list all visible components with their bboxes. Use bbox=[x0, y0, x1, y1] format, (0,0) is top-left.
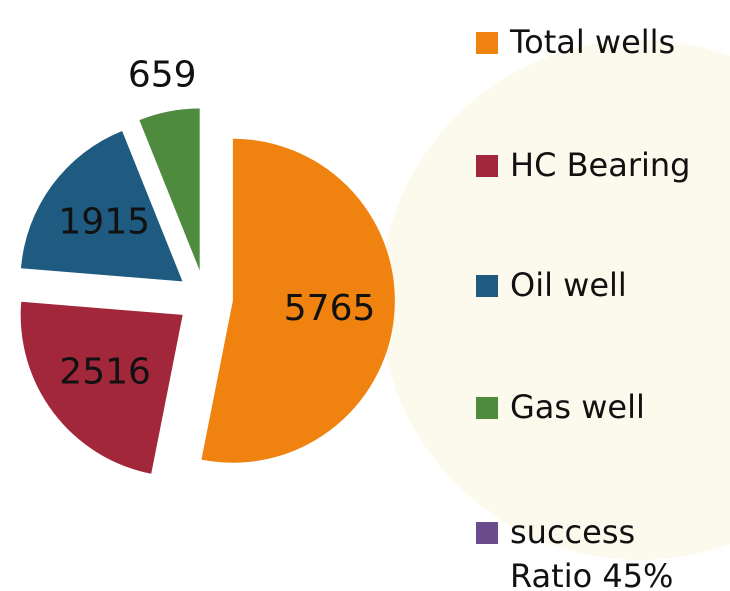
legend-label: Total wells bbox=[510, 23, 676, 61]
pie-slice bbox=[201, 138, 395, 463]
legend-label: success Ratio 45% bbox=[510, 513, 674, 591]
data-label: 1915 bbox=[58, 202, 150, 243]
legend-item: HC Bearing bbox=[476, 143, 726, 187]
background-watermark bbox=[380, 40, 730, 560]
pie-slice bbox=[139, 108, 200, 271]
legend-swatch bbox=[476, 32, 498, 54]
legend-swatch bbox=[476, 155, 498, 177]
pie-slice bbox=[20, 131, 183, 282]
legend-item: Total wells bbox=[476, 20, 726, 64]
legend-label: HC Bearing bbox=[510, 146, 691, 184]
legend-swatch bbox=[476, 397, 498, 419]
legend-item: Oil well bbox=[476, 263, 726, 307]
legend-swatch bbox=[476, 275, 498, 297]
data-label: 5765 bbox=[284, 288, 376, 329]
legend-label: Gas well bbox=[510, 388, 645, 426]
legend-item: Gas well bbox=[476, 385, 726, 429]
pie-slice bbox=[20, 301, 183, 474]
legend-item: success Ratio 45% bbox=[476, 510, 726, 591]
data-label: 659 bbox=[128, 54, 197, 95]
legend-swatch bbox=[476, 522, 498, 544]
legend-label: Oil well bbox=[510, 266, 627, 304]
data-label: 2516 bbox=[59, 351, 151, 392]
